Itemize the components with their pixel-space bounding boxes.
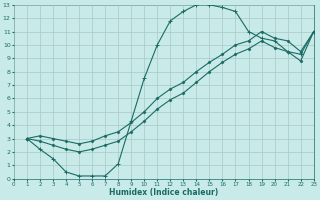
X-axis label: Humidex (Indice chaleur): Humidex (Indice chaleur) bbox=[109, 188, 219, 197]
